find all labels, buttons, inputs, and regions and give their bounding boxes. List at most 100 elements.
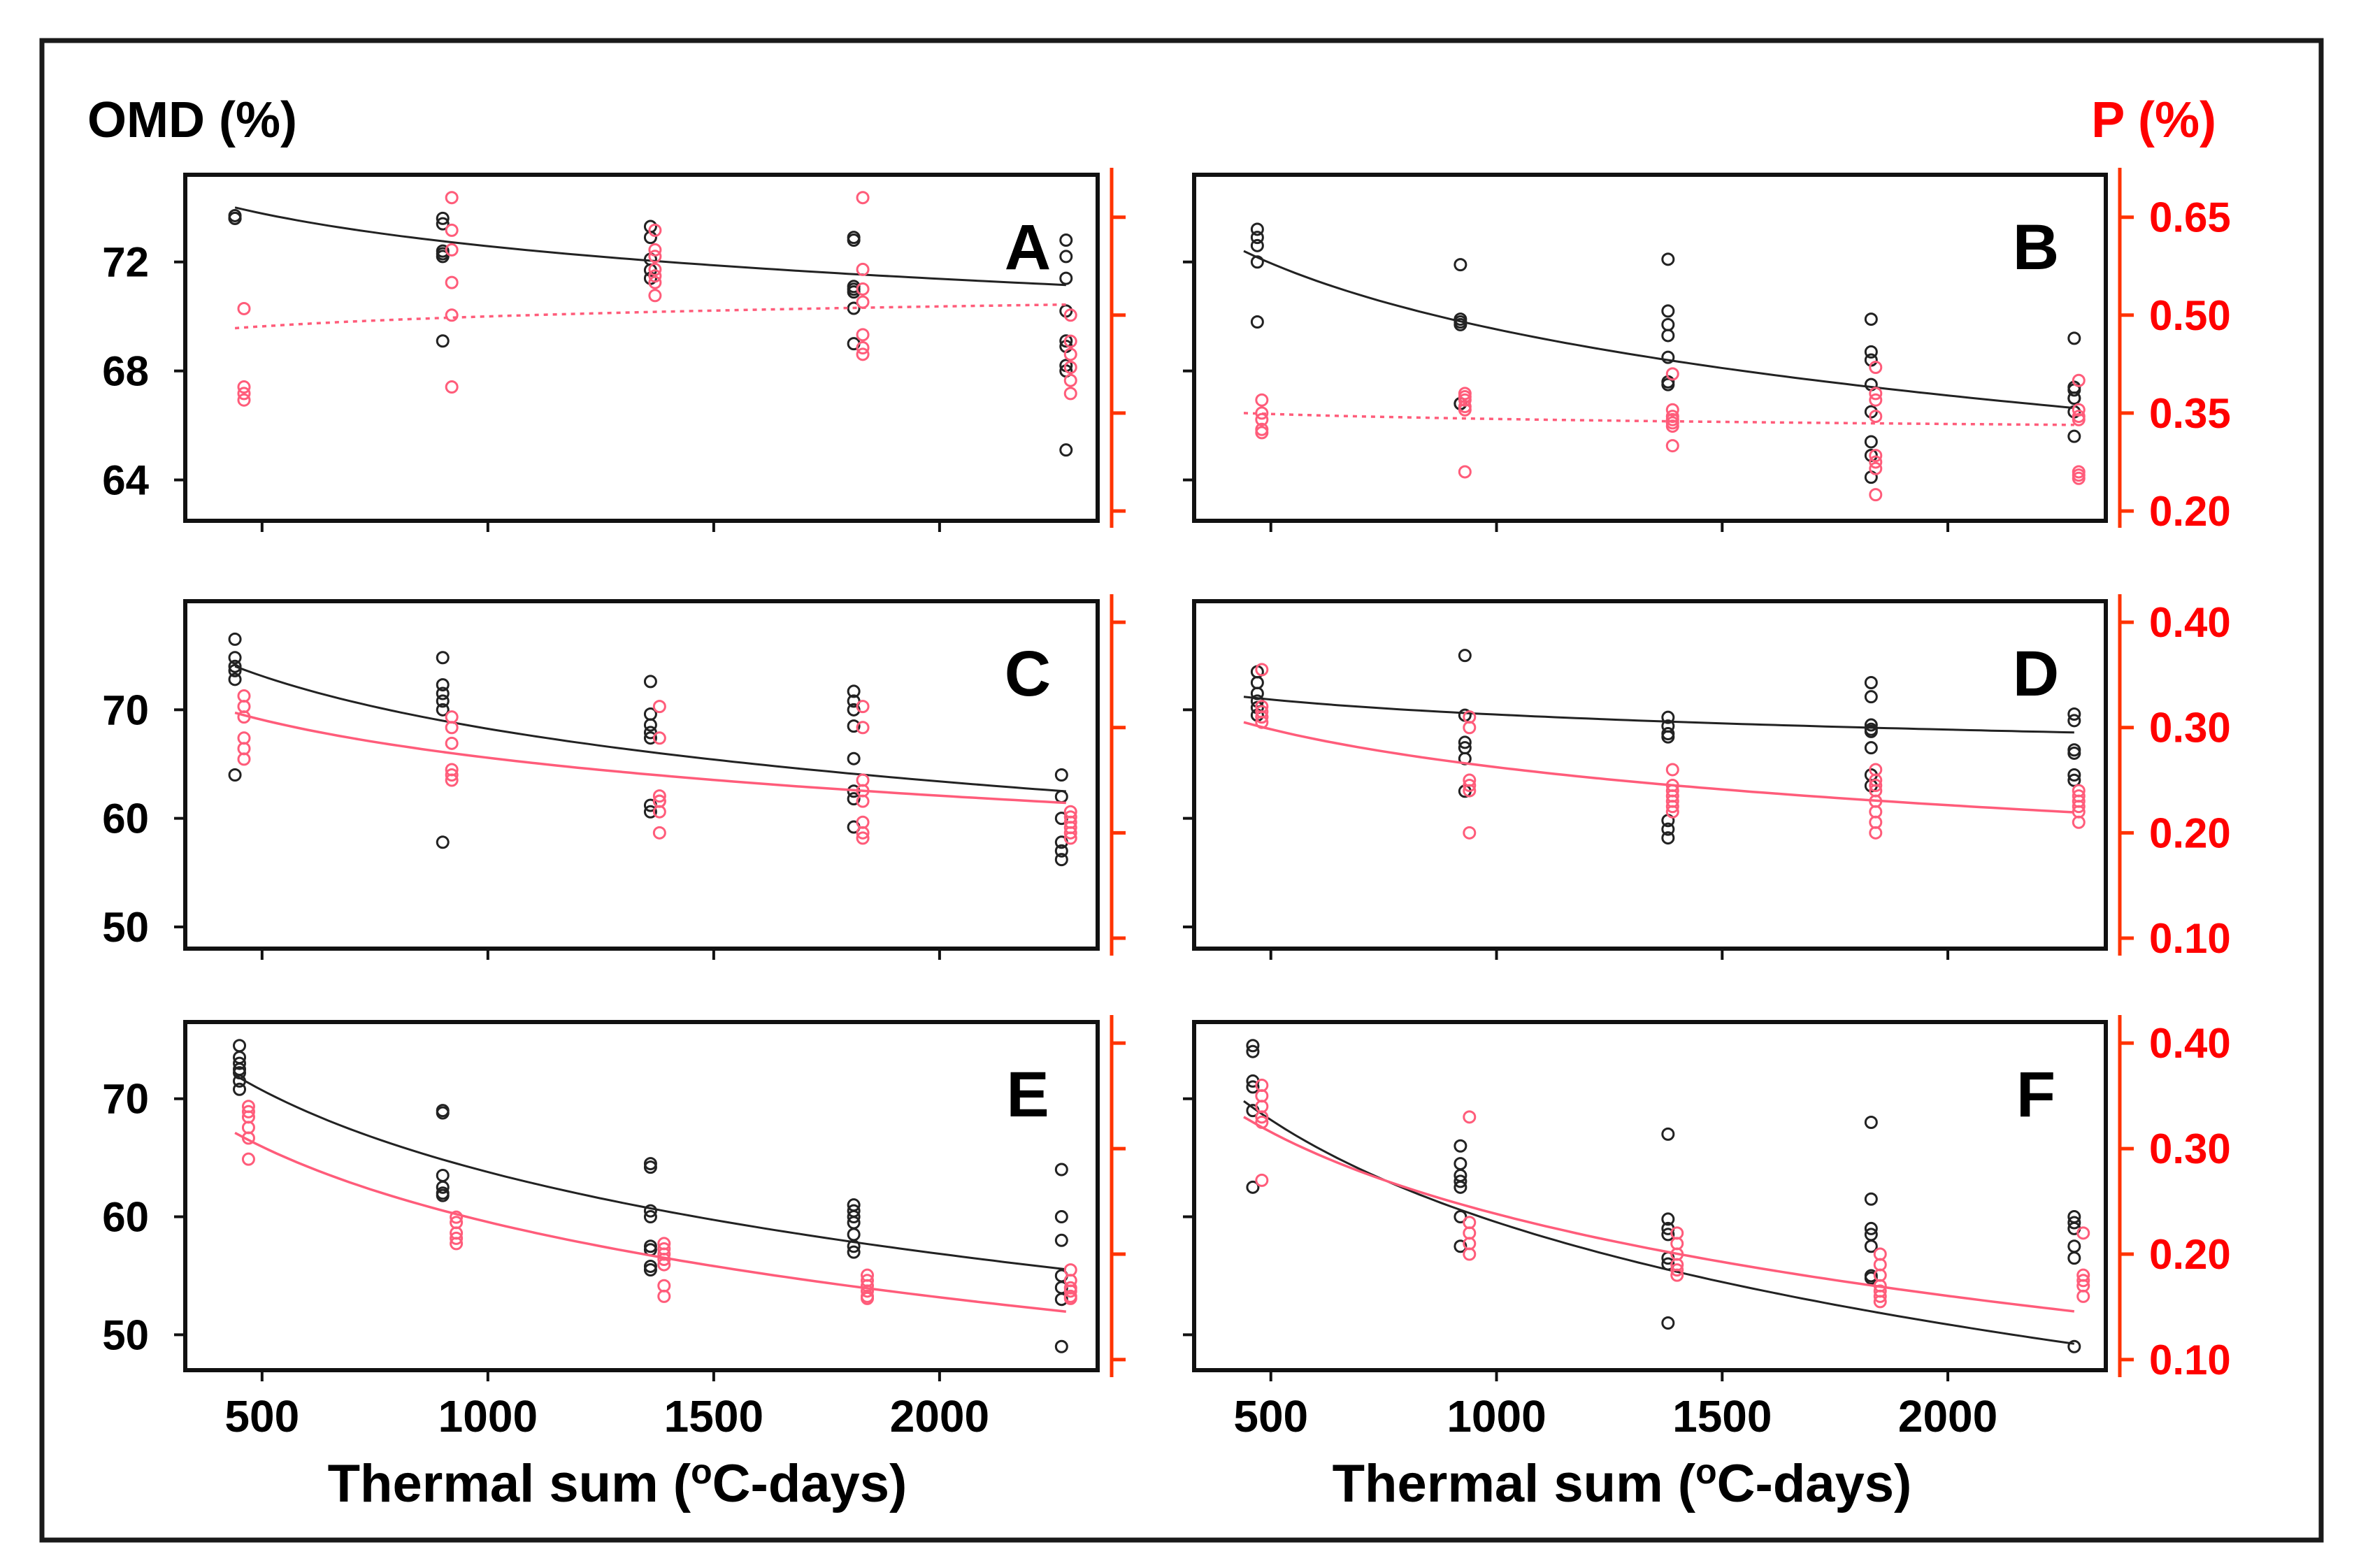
omd-point: [233, 1056, 247, 1070]
p-point: [1063, 1284, 1077, 1298]
omd-point: [847, 1245, 861, 1259]
p-point: [1665, 439, 1679, 453]
omd-point: [1864, 1115, 1878, 1129]
omd-point: [1454, 258, 1467, 272]
p-point: [1458, 403, 1472, 417]
panel-e: 50 60 70 500 1000 1500 2000 E: [102, 1015, 1126, 1441]
p-point: [1463, 1110, 1477, 1124]
omd-point: [2067, 1239, 2081, 1253]
p-point: [445, 768, 459, 782]
omd-point: [1864, 1239, 1878, 1253]
left-tick-label: 64: [102, 457, 149, 504]
p-point: [237, 393, 251, 407]
omd-point: [233, 1066, 247, 1080]
right-tick-label: 0.40: [2149, 1020, 2231, 1067]
omd-point: [1250, 315, 1264, 329]
p-point: [445, 243, 459, 257]
left-axis-title: OMD (%): [87, 92, 297, 148]
p-point: [1869, 826, 1883, 840]
omd-point: [1661, 304, 1675, 318]
omd-point: [1454, 1174, 1467, 1188]
figure-frame: [39, 38, 2324, 1543]
p-point: [1063, 347, 1077, 361]
omd-point: [847, 719, 861, 733]
omd-point: [436, 211, 450, 225]
omd-point: [1661, 1127, 1675, 1141]
omd-point: [436, 334, 450, 348]
left-tick-label: 72: [102, 239, 149, 286]
right-tick-label: 0.10: [2149, 915, 2231, 962]
p-point: [445, 308, 459, 322]
p-point: [1665, 419, 1679, 433]
plot-frame: [1192, 599, 2108, 951]
omd-point: [1246, 1039, 1260, 1053]
omd-point: [847, 1239, 861, 1253]
omd-point: [1054, 790, 1068, 804]
p-point: [1255, 1115, 1269, 1129]
p-point: [648, 250, 662, 264]
omd-point: [643, 805, 657, 819]
omd-point: [436, 1180, 450, 1194]
p-point: [1463, 721, 1477, 735]
p-point: [1869, 410, 1883, 424]
p-point: [856, 295, 870, 309]
right-tick-label: 0.65: [2149, 194, 2231, 241]
panel-f: 0.10 0.20 0.30 0.40 500 1000 1500 2000 F: [1183, 1015, 2231, 1441]
omd-point: [847, 282, 861, 296]
p-point: [237, 710, 251, 724]
p-point: [648, 243, 662, 257]
right-axis-title: P (%): [2091, 92, 2216, 148]
x-tick-label: 1000: [1447, 1391, 1546, 1441]
p-point: [856, 191, 870, 205]
omd-fit-line: [1243, 250, 2074, 410]
p-point: [1869, 393, 1883, 407]
x-axis-title-left: Thermal sum (oC-days): [328, 1452, 907, 1513]
omd-point: [436, 678, 450, 692]
x-axis-title-right: Thermal sum (oC-days): [1333, 1452, 1912, 1513]
p-point: [856, 794, 870, 808]
omd-point: [643, 1263, 657, 1277]
p-point: [652, 731, 666, 745]
p-point: [237, 301, 251, 315]
p-point: [241, 1131, 255, 1145]
p-point: [856, 282, 870, 296]
p-point: [445, 380, 459, 394]
x-tick-label: 1500: [1672, 1391, 1772, 1441]
omd-point: [1454, 1210, 1467, 1224]
omd-point: [1059, 271, 1073, 285]
p-point: [237, 387, 251, 401]
p-point: [1063, 373, 1077, 387]
p-point: [1063, 334, 1077, 348]
omd-point: [2067, 746, 2081, 760]
p-point: [450, 1231, 464, 1245]
omd-fit-line: [1243, 696, 2074, 734]
omd-point: [1054, 844, 1068, 858]
omd-point: [1864, 345, 1878, 359]
panel-b: 0.20 0.35 0.50 0.65 B: [1183, 168, 2231, 535]
panel-letter: E: [1006, 1059, 1049, 1130]
omd-point: [1250, 222, 1264, 236]
omd-point: [1661, 1228, 1675, 1242]
omd-point: [847, 301, 861, 315]
p-point: [1063, 387, 1077, 401]
p-point: [1869, 461, 1883, 475]
p-point: [1665, 805, 1679, 819]
omd-point: [436, 686, 450, 700]
omd-point: [436, 1168, 450, 1182]
p-point: [2072, 403, 2086, 417]
omd-point: [847, 792, 861, 806]
x-tick-label: 2000: [1898, 1391, 1997, 1441]
omd-point: [1454, 1239, 1467, 1253]
omd-point: [847, 684, 861, 698]
right-tick-label: 0.10: [2149, 1337, 2231, 1383]
right-tick-label: 0.40: [2149, 599, 2231, 646]
omd-point: [228, 651, 242, 665]
omd-point: [1864, 312, 1878, 326]
omd-point: [643, 731, 657, 745]
p-point: [1665, 763, 1679, 777]
p-point: [657, 1289, 671, 1303]
plot-frame: [1192, 1020, 2108, 1372]
omd-point: [1059, 233, 1073, 247]
